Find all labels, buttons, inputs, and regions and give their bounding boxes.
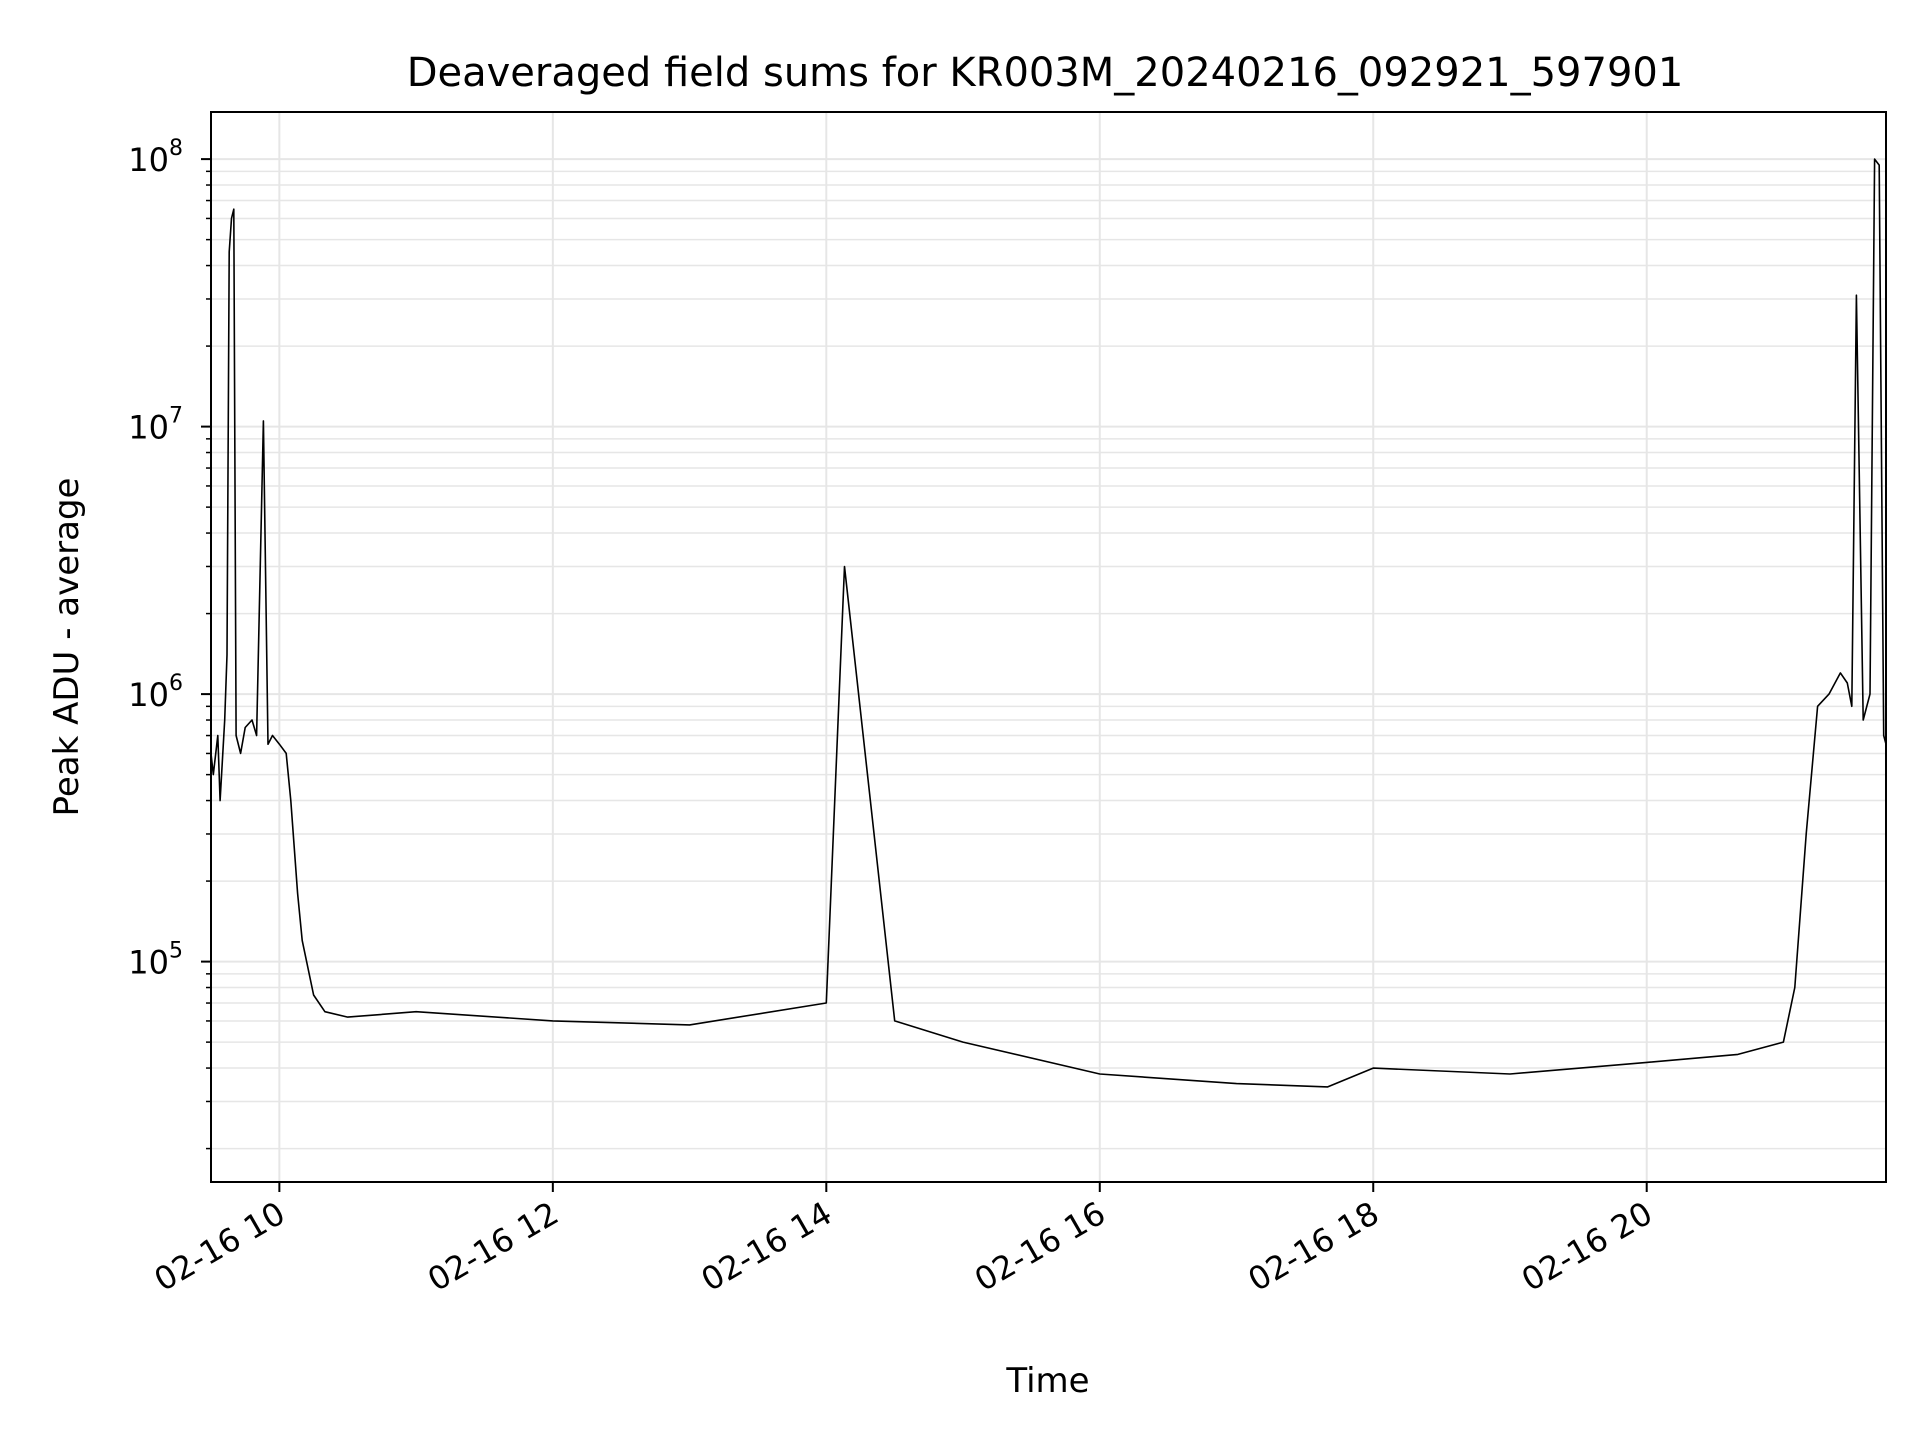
grid <box>211 112 1886 1182</box>
data-series-line <box>210 158 1887 1088</box>
chart-title: Deaveraged field sums for KR003M_2024021… <box>407 50 1684 96</box>
y-tick-exponent: 8 <box>169 136 183 161</box>
y-axis-label: Peak ADU - average <box>47 478 87 817</box>
y-tick-exponent: 7 <box>169 404 183 429</box>
y-tick-exponent: 5 <box>169 939 183 964</box>
y-tick-exponent: 6 <box>169 671 183 696</box>
plot-area <box>210 158 1887 1088</box>
x-axis-label: Time <box>1005 1361 1089 1401</box>
plot-frame <box>210 111 1887 1183</box>
